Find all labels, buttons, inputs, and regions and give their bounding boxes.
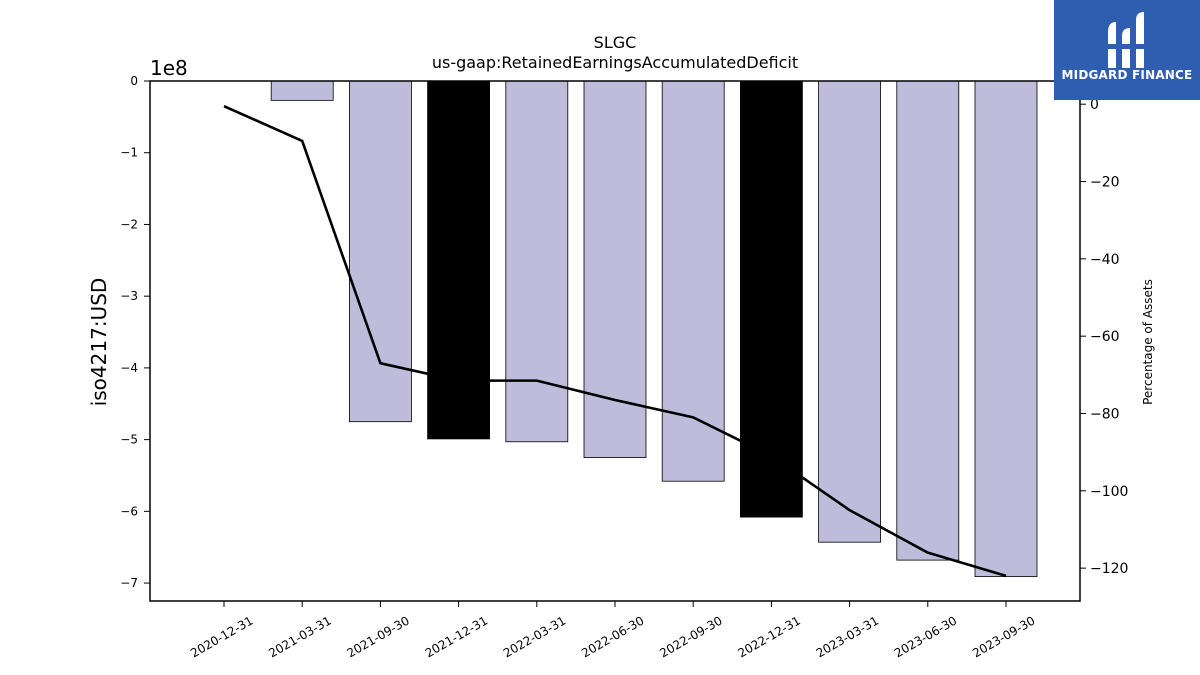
y-axis-label: iso4217:USD (87, 278, 111, 407)
bar-2022-12-31 (740, 80, 803, 518)
x-tick-label: 2021-03-31 (266, 613, 333, 660)
y2-tick-label: −100 (1090, 484, 1128, 500)
x-tick-label: 2023-03-31 (814, 613, 881, 660)
y2-tick-label: −40 (1090, 252, 1120, 268)
y2-tick-label: −80 (1090, 406, 1120, 422)
bar-2023-03-31 (818, 80, 881, 543)
y-tick-label: −6 (120, 504, 138, 518)
bar-2021-09-30 (348, 80, 412, 423)
y-tick-label: 0 (130, 74, 138, 88)
midgard-finance-logo: MIDGARD FINANCE (1054, 0, 1200, 100)
midgard-logo-icon (1106, 12, 1148, 68)
x-tick-label: 2022-09-30 (657, 613, 724, 660)
y-tick-label: −5 (120, 433, 138, 447)
y2-axis-label: Percentage of Assets (1141, 279, 1155, 405)
bar-group (270, 80, 1038, 578)
x-tick-label: 2022-12-31 (735, 613, 802, 660)
bar-2022-09-30 (661, 80, 725, 482)
logo-text: MIDGARD FINANCE (1061, 68, 1193, 82)
y2-tick-label: −20 (1090, 175, 1120, 191)
bar-2023-09-30 (974, 80, 1038, 578)
y-tick-label: −4 (120, 361, 138, 375)
bar-2022-03-31 (505, 80, 569, 443)
y-axis-exponent: 1e8 (150, 56, 188, 80)
x-tick-label: 2020-12-31 (188, 613, 255, 660)
x-tick-label: 2021-12-31 (423, 613, 490, 660)
bar-2021-12-31 (427, 80, 491, 440)
y-tick-label: −3 (120, 289, 138, 303)
bar-2023-06-30 (896, 80, 960, 561)
x-tick-label: 2022-03-31 (501, 613, 568, 660)
chart-title: SLGC (594, 33, 637, 52)
chart-subtitle: us-gaap:RetainedEarningsAccumulatedDefic… (432, 53, 798, 72)
y2-tick-label: 0 (1090, 97, 1099, 113)
y2-tick-label: −60 (1090, 329, 1120, 345)
x-tick-label: 2021-09-30 (344, 613, 411, 660)
y-tick-label: −2 (120, 217, 138, 231)
line-group (223, 104, 1007, 578)
x-tick-label: 2022-06-30 (579, 613, 646, 660)
y2-tick-label: −120 (1090, 561, 1128, 577)
y-tick-label: −1 (120, 146, 138, 160)
x-tick-label: 2023-06-30 (892, 613, 959, 660)
x-tick-label: 2023-09-30 (970, 613, 1037, 660)
percentage-line (223, 104, 1007, 578)
y-tick-label: −7 (120, 576, 138, 590)
plot-frame (149, 80, 1081, 602)
bar-2021-03-31 (270, 80, 334, 101)
